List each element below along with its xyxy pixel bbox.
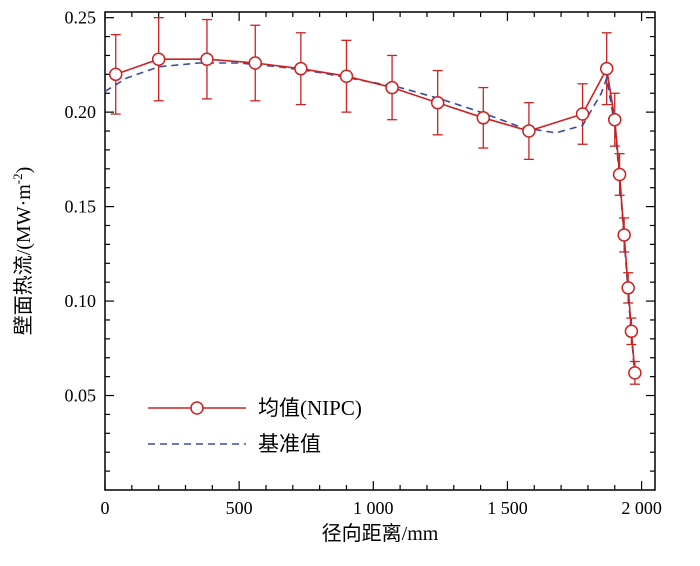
data-point-marker <box>339 69 354 83</box>
data-point-marker <box>108 67 123 82</box>
data-point-marker <box>628 366 642 380</box>
legend-label-mean: 均值(NIPC) <box>258 396 362 420</box>
x-tick-label: 1 000 <box>353 498 394 518</box>
data-point-marker <box>608 112 622 127</box>
data-point-marker <box>612 167 627 182</box>
mean-line <box>115 58 636 373</box>
data-point-marker <box>476 111 491 125</box>
x-tick-label: 500 <box>226 498 253 518</box>
data-point-marker <box>599 61 614 76</box>
legend-label-baseline: 基准值 <box>258 432 321 456</box>
y-tick-label: 0.05 <box>65 386 97 406</box>
legend-mean-marker <box>190 401 204 415</box>
x-tick-label: 0 <box>101 498 110 518</box>
y-tick-label: 0.10 <box>65 291 97 311</box>
data-point-marker <box>621 281 635 295</box>
data-point-marker <box>200 52 214 66</box>
data-point-marker <box>430 95 445 110</box>
y-tick-label: 0.25 <box>65 8 97 28</box>
y-tick-label: 0.20 <box>65 102 97 122</box>
data-point-marker <box>617 228 631 242</box>
data-point-marker <box>294 61 308 76</box>
data-point-marker <box>522 124 536 138</box>
x-tick-label: 1 500 <box>487 498 528 518</box>
x-tick-label: 2 000 <box>621 498 662 518</box>
plot-frame <box>104 11 656 491</box>
data-point-marker <box>151 52 166 66</box>
data-point-marker <box>248 56 262 70</box>
y-axis-title: 壁面热流/(MW·m-2) <box>10 167 35 336</box>
y-tick-label: 0.15 <box>65 197 97 217</box>
data-point-marker <box>385 80 399 95</box>
data-point-marker <box>624 324 639 339</box>
data-point-marker <box>575 107 590 121</box>
x-axis-title: 径向距离/mm <box>322 522 439 545</box>
